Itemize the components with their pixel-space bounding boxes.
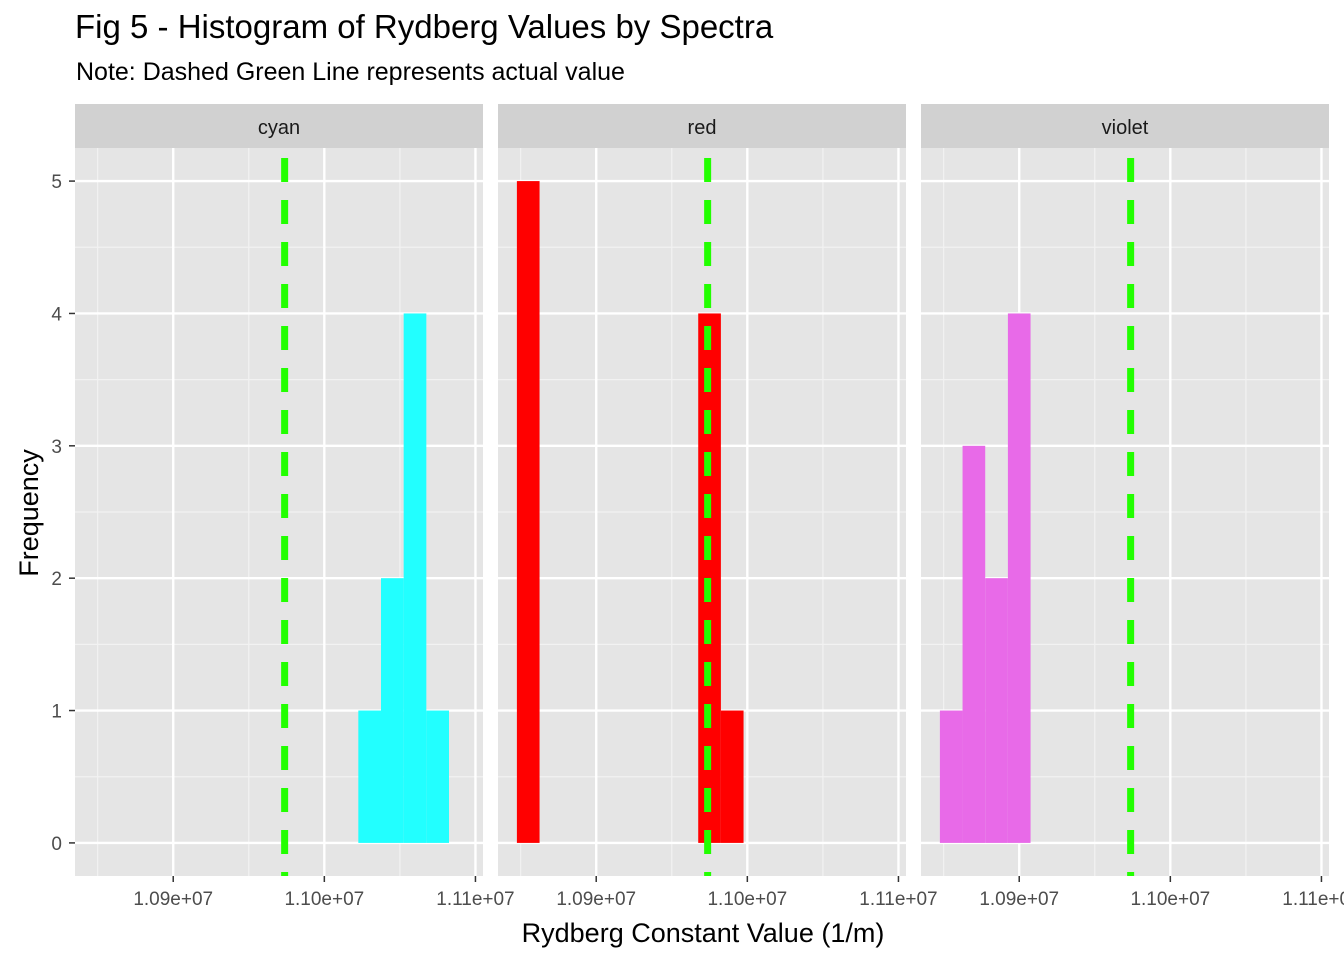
chart-title: Fig 5 - Histogram of Rydberg Values by S… xyxy=(75,8,774,45)
facet-label-cyan: cyan xyxy=(258,117,300,139)
histogram-bar-violet xyxy=(939,710,963,843)
x-tick-label: 1.11e+07 xyxy=(436,889,514,910)
y-tick-label: 5 xyxy=(51,172,62,193)
x-axis-title: Rydberg Constant Value (1/m) xyxy=(522,918,885,948)
facet-strip-cyan xyxy=(75,104,483,148)
histogram-bar-violet xyxy=(985,578,1008,843)
facet-strip-red xyxy=(498,104,906,148)
x-tick-label: 1.09e+07 xyxy=(556,889,636,910)
histogram-bar-red xyxy=(516,181,540,843)
histogram-bar-cyan xyxy=(426,710,449,843)
x-tick-label: 1.11e+07 xyxy=(859,889,937,910)
facet-strip-violet xyxy=(921,104,1329,148)
y-tick-label: 0 xyxy=(51,834,62,855)
y-tick-label: 1 xyxy=(51,702,62,723)
x-tick-label: 1.10e+07 xyxy=(1130,889,1210,910)
histogram-bar-violet xyxy=(1007,313,1031,843)
y-axis-title: Frequency xyxy=(14,449,44,577)
x-tick-label: 1.09e+07 xyxy=(133,889,213,910)
y-tick-label: 2 xyxy=(51,569,62,590)
y-tick-label: 4 xyxy=(51,304,62,325)
histogram-bar-red xyxy=(720,710,744,843)
histogram-bar-cyan xyxy=(381,578,404,843)
chart-subtitle: Note: Dashed Green Line represents actua… xyxy=(76,58,625,86)
x-tick-label: 1.09e+07 xyxy=(979,889,1059,910)
x-tick-label: 1.11e+07 xyxy=(1282,889,1344,910)
facet-label-red: red xyxy=(688,117,717,139)
histogram-bar-violet xyxy=(962,445,986,843)
x-tick-label: 1.10e+07 xyxy=(707,889,787,910)
x-tick-label: 1.10e+07 xyxy=(284,889,364,910)
y-tick-label: 3 xyxy=(51,437,62,458)
facet-label-violet: violet xyxy=(1102,117,1149,139)
histogram-bar-cyan xyxy=(403,313,427,843)
histogram-bar-cyan xyxy=(358,710,381,843)
